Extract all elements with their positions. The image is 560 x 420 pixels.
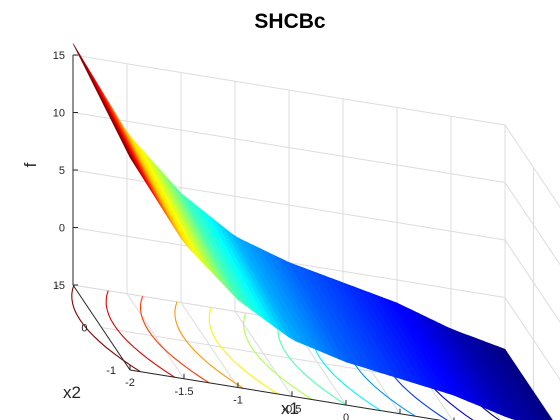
grid-line-z [72,54,506,126]
surface-layer [72,43,553,420]
surface-patch [482,340,542,420]
contour-line [277,318,347,406]
y-tick-label: 1 [53,280,59,292]
surface-patch [453,329,519,420]
surface-patch [475,337,536,420]
contour-line [71,284,141,373]
x-tick-label: -1 [233,395,243,407]
grid-line-z [72,169,506,241]
grid-line-side-z [504,124,560,208]
grid-line-z [72,112,506,183]
y-tick-label: 0 [81,323,87,335]
x-tick-label: -0.5 [283,403,302,415]
x-axis-label: x1 [281,399,299,418]
z-tick-label: 0 [59,223,65,235]
surface-patch [497,345,553,420]
grid-line-side-z [504,239,560,323]
x-tick-label: -2 [125,377,135,389]
surface-patch [130,136,196,255]
z-tick-label: 5 [59,165,65,177]
z-tick-label: -5 [55,280,65,292]
z-tick-label: 10 [53,108,65,120]
surface-patch [461,332,525,420]
contour-line [139,296,210,384]
chart-title: SHCBc [254,10,326,33]
z-axis-label: f [21,162,40,167]
x-tick-label: -1.5 [175,386,194,398]
y-tick-label: -1 [106,365,116,377]
x-tick-label: 0 [343,412,349,420]
contour-line [208,307,279,395]
grid-line-side-z [504,297,560,381]
y-axis-line [72,284,131,371]
contour-line [174,301,244,389]
surface-patch [489,343,548,420]
grid-line-side-z [504,182,560,266]
contour-line [105,290,176,378]
z-tick-label: 15 [53,50,65,62]
y-axis-label: x2 [63,383,81,402]
surface-patch [468,335,531,420]
contour-line [243,312,313,400]
